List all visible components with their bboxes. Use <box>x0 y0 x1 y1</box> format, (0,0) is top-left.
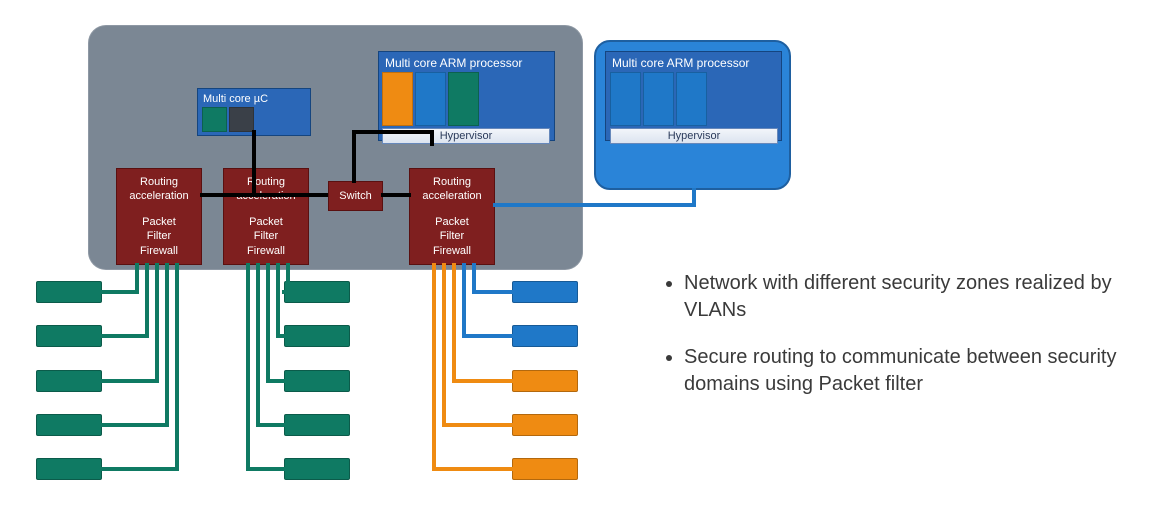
switch-box: Switch <box>328 181 383 211</box>
port-box <box>284 281 350 303</box>
bullet-item: Secure routing to communicate between se… <box>684 344 1130 398</box>
port-box <box>36 414 102 436</box>
routing-accel-box: Routing acceleration PacketFilterFirewall <box>223 168 309 265</box>
bullet-item: Network with different security zones re… <box>684 270 1130 324</box>
port-box <box>512 281 578 303</box>
arm2-core <box>676 72 707 126</box>
port-box <box>36 458 102 480</box>
bullet-list: Network with different security zones re… <box>660 270 1130 398</box>
routing-bottom-label: PacketFilterFirewall <box>228 215 304 258</box>
port-box <box>284 414 350 436</box>
routing-top-label: Routing acceleration <box>121 175 197 204</box>
port-box <box>284 325 350 347</box>
arm2-hypervisor-label: Hypervisor <box>668 130 721 142</box>
arm1-core <box>382 72 413 126</box>
arm2-core <box>610 72 641 126</box>
port-box <box>36 370 102 392</box>
switch-label: Switch <box>339 189 371 203</box>
arm1-hypervisor-label: Hypervisor <box>440 130 493 142</box>
routing-bottom-label: PacketFilterFirewall <box>121 215 197 258</box>
port-box <box>36 281 102 303</box>
port-box <box>512 370 578 392</box>
routing-bottom-label: PacketFilterFirewall <box>414 215 490 258</box>
routing-top-label: Routing acceleration <box>414 175 490 204</box>
arm1-title: Multi core ARM processor <box>379 52 554 70</box>
routing-accel-box: Routing acceleration PacketFilterFirewall <box>409 168 495 265</box>
port-box <box>284 370 350 392</box>
port-box <box>512 325 578 347</box>
arm2-core <box>643 72 674 126</box>
bullets-block: Network with different security zones re… <box>660 270 1130 418</box>
arm1-core <box>415 72 446 126</box>
routing-top-label: Routing acceleration <box>228 175 304 204</box>
port-box <box>284 458 350 480</box>
arm2-hypervisor: Hypervisor <box>610 128 778 144</box>
arm2-title: Multi core ARM processor <box>606 52 781 70</box>
port-box <box>512 458 578 480</box>
port-box <box>36 325 102 347</box>
port-box <box>512 414 578 436</box>
multicore-uc-title: Multi core µC <box>198 89 310 106</box>
arm1-core <box>448 72 479 126</box>
uc-core <box>202 107 227 132</box>
arm1-hypervisor: Hypervisor <box>382 128 550 144</box>
routing-accel-box: Routing acceleration PacketFilterFirewall <box>116 168 202 265</box>
uc-core <box>229 107 254 132</box>
